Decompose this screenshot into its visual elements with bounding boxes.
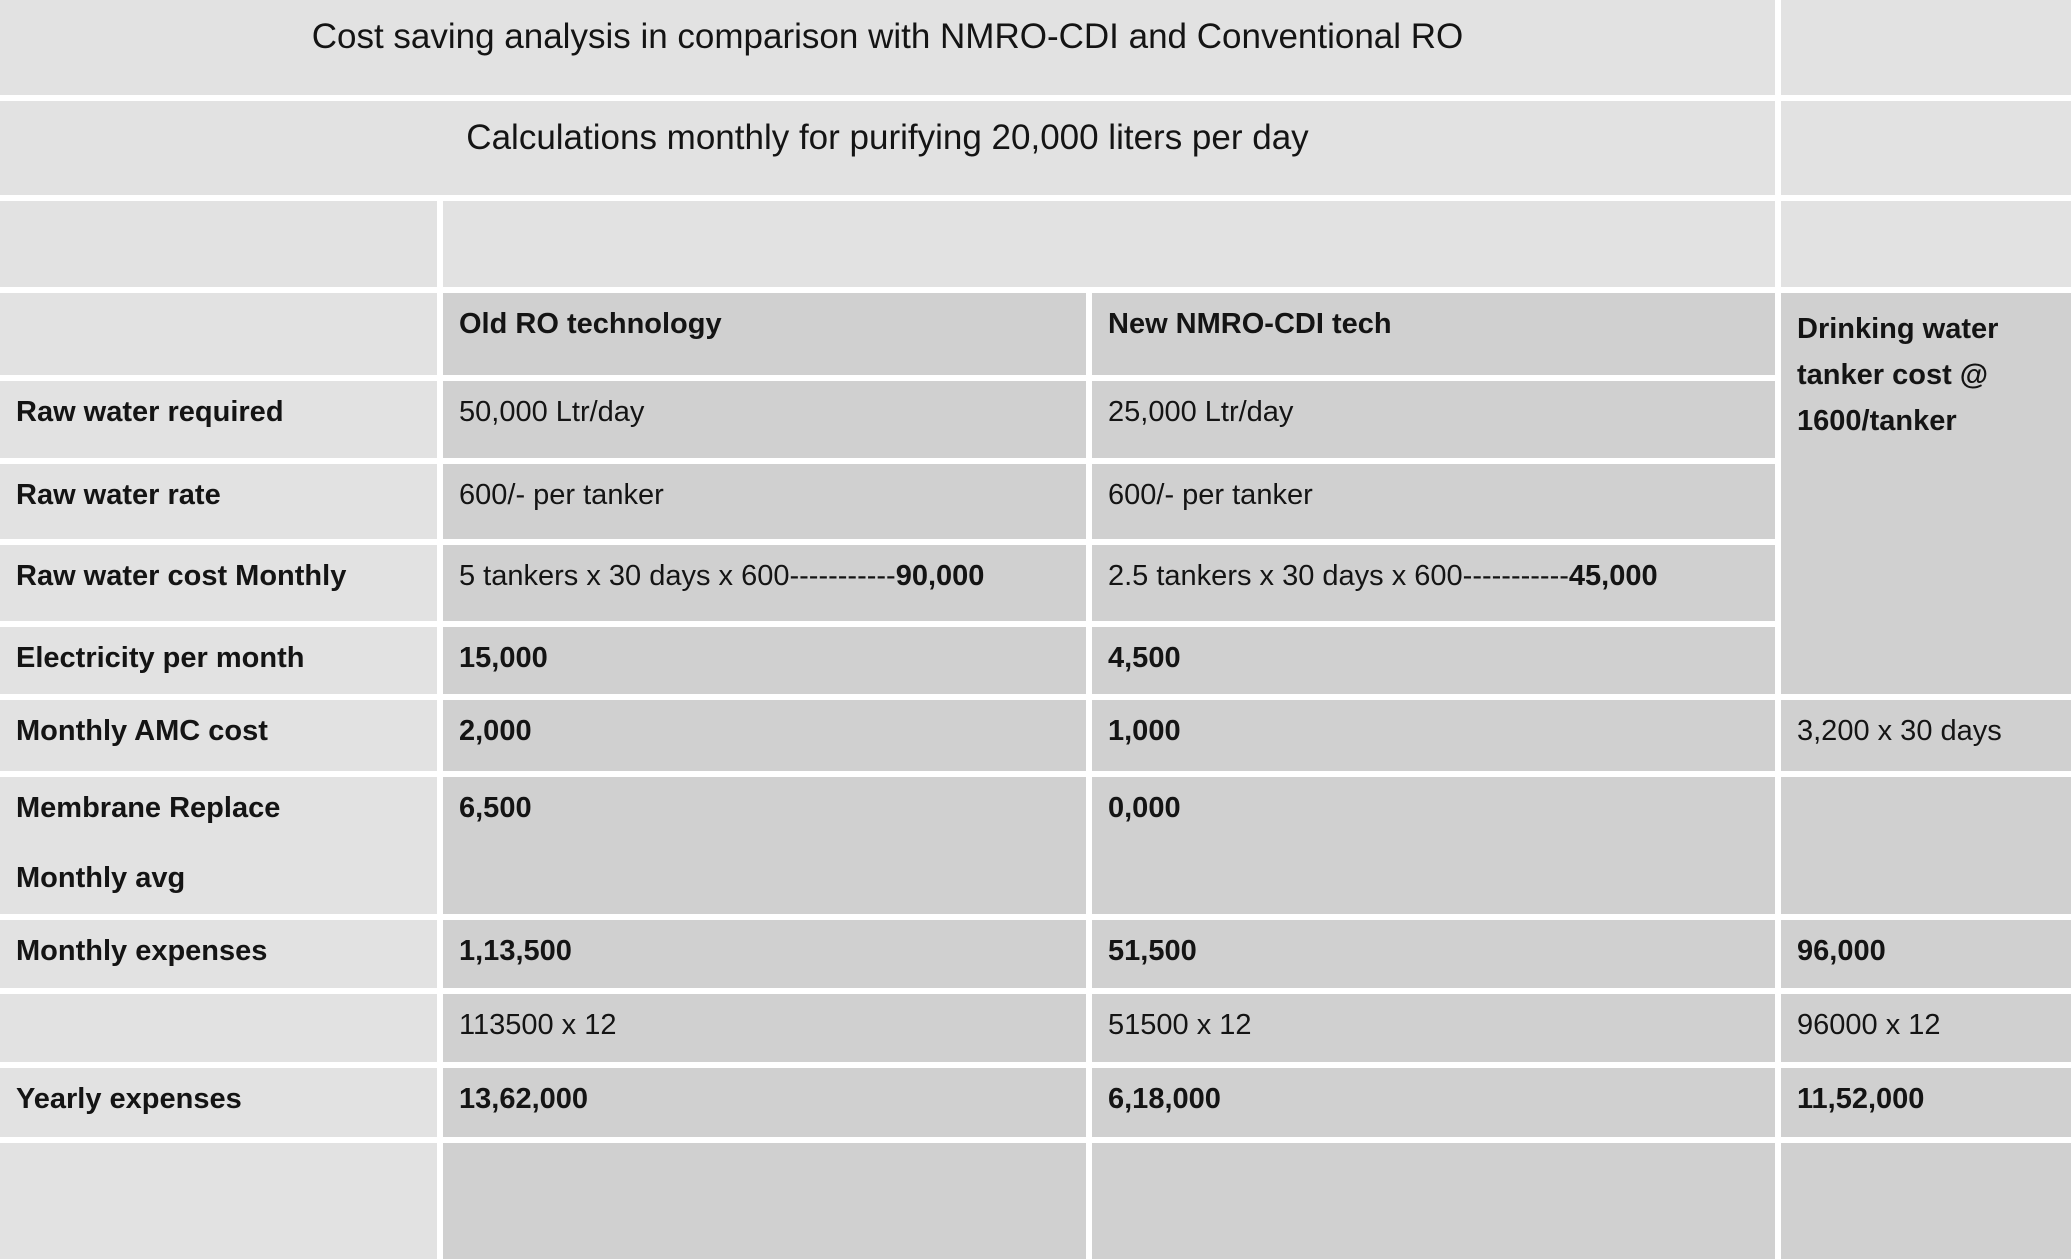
tanker-header-line2: tanker cost @ xyxy=(1797,359,1989,391)
amc-old: 2,000 xyxy=(443,700,1086,771)
empty-cell-bottom-new xyxy=(1092,1143,1775,1259)
empty-cell-bottom-label xyxy=(0,1143,437,1259)
empty-cell-spacer-middle xyxy=(443,201,1775,287)
page-title: Cost saving analysis in comparison with … xyxy=(0,0,1775,95)
raw-water-cost-new-calc: 2.5 tankers x 30 days x 600----------- xyxy=(1108,560,1569,592)
raw-water-rate-old: 600/- per tanker xyxy=(443,464,1086,539)
membrane-old: 6,500 xyxy=(443,777,1086,914)
raw-water-required-new: 25,000 Ltr/day xyxy=(1092,381,1775,458)
raw-water-cost-old: 5 tankers x 30 days x 600-----------90,0… xyxy=(443,545,1086,621)
raw-water-cost-old-calc: 5 tankers x 30 days x 600----------- xyxy=(459,560,896,592)
multiplication-new: 51500 x 12 xyxy=(1092,994,1775,1062)
raw-water-required-old: 50,000 Ltr/day xyxy=(443,381,1086,458)
row-label-electricity: Electricity per month xyxy=(0,627,437,694)
row-label-monthly-expenses: Monthly expenses xyxy=(0,920,437,988)
yearly-expenses-new: 6,18,000 xyxy=(1092,1068,1775,1137)
amc-new: 1,000 xyxy=(1092,700,1775,771)
empty-cell-title-right xyxy=(1781,0,2071,95)
monthly-expenses-new: 51,500 xyxy=(1092,920,1775,988)
page-subtitle: Calculations monthly for purifying 20,00… xyxy=(0,101,1775,195)
electricity-old: 15,000 xyxy=(443,627,1086,694)
monthly-expenses-old: 1,13,500 xyxy=(443,920,1086,988)
row-label-membrane: Membrane Replace Monthly avg xyxy=(0,777,437,914)
empty-cell-spacer-right xyxy=(1781,201,2071,287)
raw-water-cost-old-total: 90,000 xyxy=(895,560,985,592)
empty-cell-membrane-tanker xyxy=(1781,777,2071,914)
yearly-expenses-old: 13,62,000 xyxy=(443,1068,1086,1137)
empty-cell-bottom-old xyxy=(443,1143,1086,1259)
membrane-label-line1: Membrane Replace xyxy=(16,792,281,824)
raw-water-cost-new: 2.5 tankers x 30 days x 600-----------45… xyxy=(1092,545,1775,621)
empty-cell-bottom-tanker xyxy=(1781,1143,2071,1259)
empty-cell-spacer-left xyxy=(0,201,437,287)
monthly-expenses-tanker: 96,000 xyxy=(1781,920,2071,988)
multiplication-old: 113500 x 12 xyxy=(443,994,1086,1062)
tanker-header-line3: 1600/tanker xyxy=(1797,405,1957,437)
tanker-header-line1: Drinking water xyxy=(1797,313,1999,345)
empty-cell-mult-label xyxy=(0,994,437,1062)
row-label-raw-water-rate: Raw water rate xyxy=(0,464,437,539)
column-header-new-nmro: New NMRO-CDI tech xyxy=(1092,293,1775,375)
row-label-raw-water-cost: Raw water cost Monthly xyxy=(0,545,437,621)
empty-cell-header-label xyxy=(0,293,437,375)
raw-water-rate-new: 600/- per tanker xyxy=(1092,464,1775,539)
membrane-label-line2: Monthly avg xyxy=(16,862,186,895)
raw-water-cost-new-total: 45,000 xyxy=(1568,560,1658,592)
yearly-expenses-tanker: 11,52,000 xyxy=(1781,1068,2071,1137)
row-label-amc: Monthly AMC cost xyxy=(0,700,437,771)
electricity-new: 4,500 xyxy=(1092,627,1775,694)
amc-tanker: 3,200 x 30 days xyxy=(1781,700,2071,771)
multiplication-tanker: 96000 x 12 xyxy=(1781,994,2071,1062)
row-label-yearly-expenses: Yearly expenses xyxy=(0,1068,437,1137)
membrane-new: 0,000 xyxy=(1092,777,1775,914)
column-header-old-ro: Old RO technology xyxy=(443,293,1086,375)
empty-cell-subtitle-right xyxy=(1781,101,2071,195)
column-header-tanker-cost: Drinking water tanker cost @ 1600/tanker xyxy=(1781,293,2071,694)
row-label-raw-water-required: Raw water required xyxy=(0,381,437,458)
